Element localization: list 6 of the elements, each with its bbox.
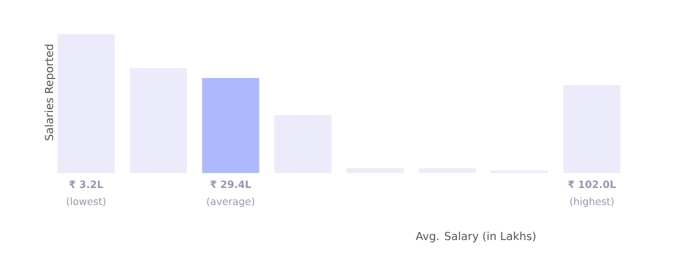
x-tick-label: ₹ 29.4L (average)	[207, 180, 254, 208]
x-axis-title: Avg. Salary (in Lakhs)	[416, 232, 536, 242]
bar	[202, 78, 260, 173]
y-axis-title: Salaries Reported	[44, 44, 56, 140]
x-tick-label: ₹ 102.0L (highest)	[568, 180, 616, 208]
x-tick-label: ₹ 3.2L (lowest)	[66, 180, 106, 206]
